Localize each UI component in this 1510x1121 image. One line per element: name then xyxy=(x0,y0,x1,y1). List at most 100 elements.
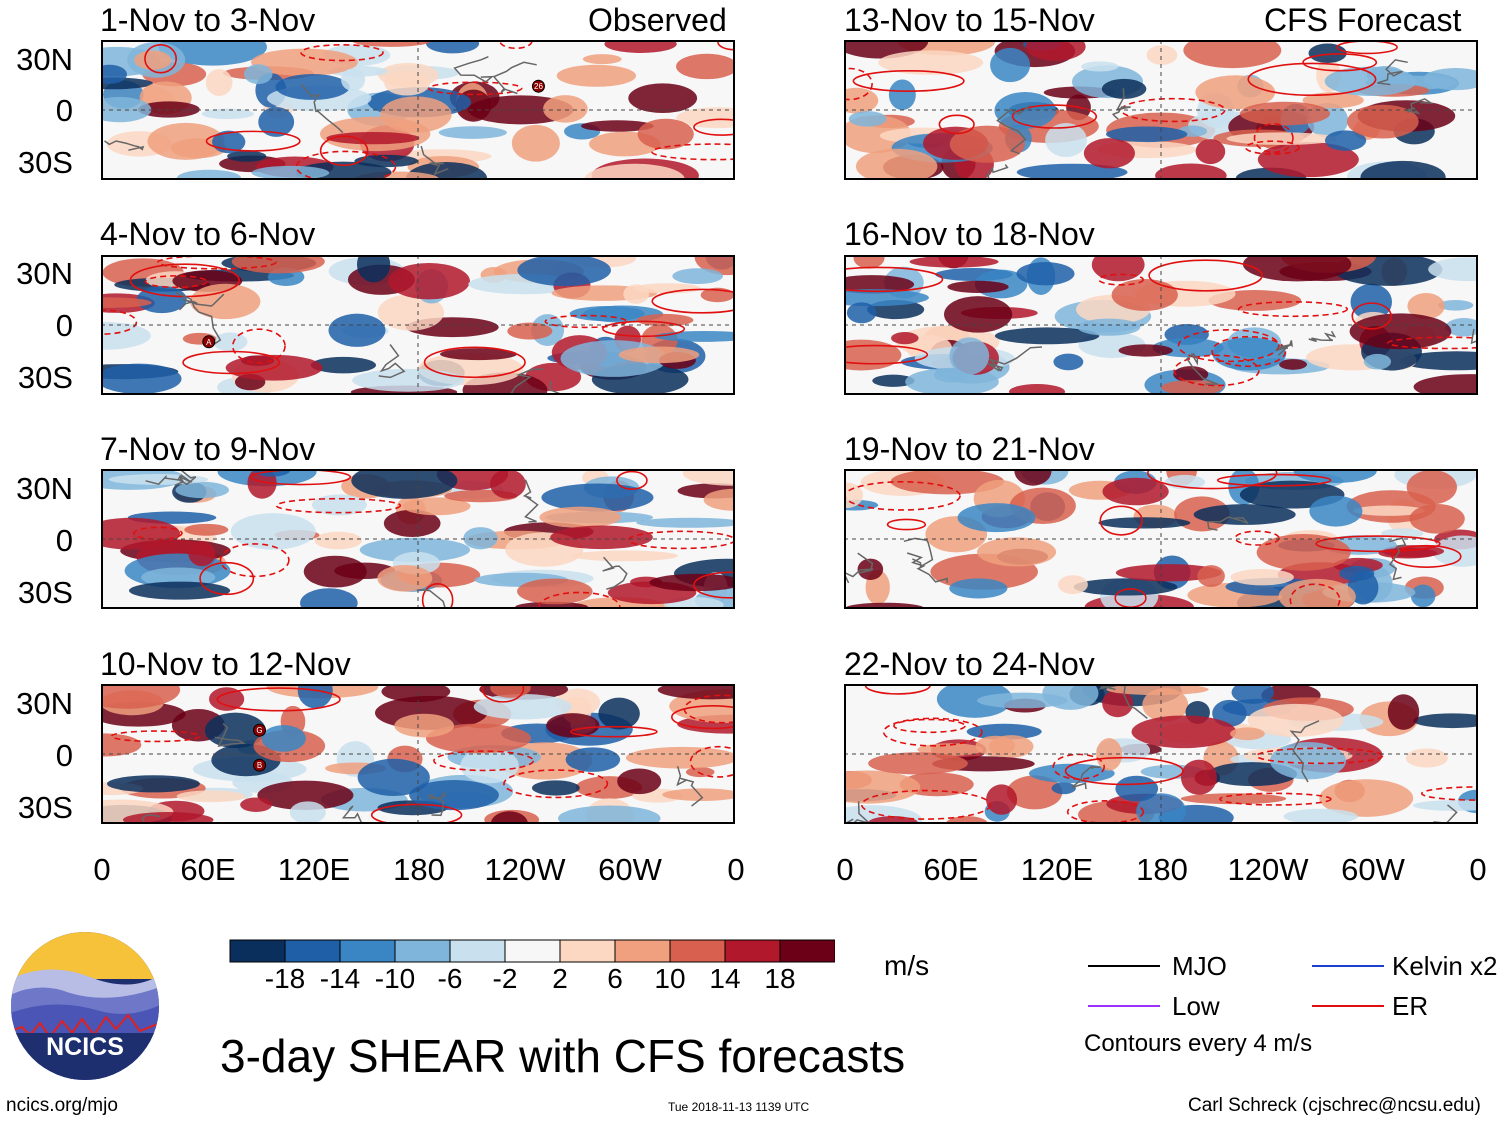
shear-blob xyxy=(1279,359,1307,370)
shear-blob xyxy=(1319,779,1414,817)
coastline xyxy=(1388,537,1407,581)
shear-blob xyxy=(636,313,694,327)
colorbar-swatch xyxy=(614,939,671,963)
shear-blob xyxy=(101,321,151,350)
panel-tag-observed: Observed xyxy=(588,2,727,38)
er-contour xyxy=(844,344,929,365)
storm-label: G xyxy=(256,726,262,735)
shear-blob xyxy=(848,111,887,127)
shear-blob xyxy=(944,296,1013,333)
panel-title-fcst-2: 16-Nov to 18-Nov xyxy=(844,216,1095,252)
er-contour xyxy=(1289,583,1341,609)
er-contour xyxy=(1244,140,1300,155)
coastline xyxy=(1308,330,1337,343)
shear-blob xyxy=(1106,684,1209,696)
colorbar-swatch xyxy=(284,939,341,963)
coastline xyxy=(341,805,363,824)
shear-blob xyxy=(517,578,593,605)
storm-marker: G xyxy=(253,723,266,737)
shear-blob xyxy=(1057,575,1088,595)
shear-blob xyxy=(543,95,588,123)
coastline xyxy=(1111,88,1131,120)
er-contour xyxy=(544,314,628,329)
coastline xyxy=(1377,59,1408,86)
site-url[interactable]: ncics.org/mjo xyxy=(6,1095,118,1116)
shear-blob xyxy=(1360,160,1446,180)
shear-blob xyxy=(258,107,295,137)
ncics-logo[interactable]: NCICS xyxy=(10,931,160,1081)
xtick-right-360: 0 xyxy=(1469,852,1487,887)
er-contour xyxy=(199,561,255,596)
map-frame xyxy=(101,40,735,180)
shear-blob xyxy=(909,255,999,268)
ytick-0-row3: 0 xyxy=(55,523,73,558)
shear-blob xyxy=(490,469,526,499)
legend-contour-note: Contours every 4 m/s xyxy=(1084,1030,1313,1057)
coastline xyxy=(214,722,247,747)
shear-blob xyxy=(134,50,172,70)
er-contour xyxy=(1237,301,1349,318)
panel-title-obs-1: 1-Nov to 3-Nov xyxy=(100,2,316,38)
map-frame xyxy=(844,255,1478,395)
shear-blob xyxy=(1009,383,1066,395)
shear-blob xyxy=(846,302,877,324)
coastline xyxy=(996,104,1031,155)
shear-blob xyxy=(872,374,915,387)
coastline xyxy=(1289,720,1320,783)
coastline xyxy=(453,56,495,83)
legend-kelvin-label: Kelvin x2 xyxy=(1392,951,1498,981)
shear-blob xyxy=(158,40,267,66)
storm-marker: 26 xyxy=(531,79,545,93)
er-contour xyxy=(1064,756,1184,786)
shear-blob xyxy=(1083,138,1135,169)
shear-blob xyxy=(853,255,885,269)
shear-blob xyxy=(1257,141,1359,178)
panel-title-obs-2: 4-Nov to 6-Nov xyxy=(100,216,316,252)
ytick-30s-row4: 30S xyxy=(17,790,73,825)
coastline xyxy=(676,765,704,807)
shear-blob xyxy=(1025,40,1086,61)
timestamp: Tue 2018-11-13 1139 UTC xyxy=(668,1100,810,1114)
shear-blob xyxy=(212,332,248,352)
shear-blob xyxy=(1111,278,1178,311)
shear-blob xyxy=(205,69,233,96)
shear-blob xyxy=(1437,299,1474,311)
shear-blob xyxy=(1028,763,1115,784)
shear-blob xyxy=(556,64,637,87)
shear-blob xyxy=(844,289,929,307)
shear-blob xyxy=(1016,262,1075,286)
shear-blob xyxy=(251,48,358,76)
shear-blob xyxy=(633,283,701,294)
shear-blob xyxy=(354,154,419,168)
shear-blob xyxy=(844,275,915,294)
shear-blob xyxy=(986,784,1018,815)
shear-blob xyxy=(1180,793,1287,805)
er-contour xyxy=(1216,473,1332,487)
shear-blob xyxy=(1387,694,1420,730)
shear-map-panel xyxy=(844,255,1478,395)
shear-blob xyxy=(1173,366,1209,383)
colorbar-swatch xyxy=(449,939,506,963)
er-contour xyxy=(319,135,369,167)
shear-blob xyxy=(275,74,350,100)
shear-blob xyxy=(1115,775,1159,802)
map-frame xyxy=(844,684,1478,824)
shear-blob xyxy=(649,573,735,592)
coastline xyxy=(522,479,539,523)
ytick-30s-row2: 30S xyxy=(17,360,73,395)
xtick-left-180: 180 xyxy=(393,852,445,887)
xtick-left-120e: 120E xyxy=(277,852,351,887)
xtick-left-120w: 120W xyxy=(484,852,566,887)
coastline xyxy=(507,368,544,395)
panel-title-fcst-1: 13-Nov to 15-Nov xyxy=(844,2,1095,38)
shear-blob xyxy=(550,525,653,550)
map-frame xyxy=(101,255,735,395)
shear-blob xyxy=(289,801,326,824)
shear-blob xyxy=(582,54,622,65)
er-contour xyxy=(300,43,384,62)
map-frame xyxy=(101,684,735,824)
er-contour xyxy=(886,518,927,531)
shear-blob xyxy=(988,735,1034,758)
xtick-right-120e: 120E xyxy=(1020,852,1094,887)
shear-blob xyxy=(251,165,330,180)
